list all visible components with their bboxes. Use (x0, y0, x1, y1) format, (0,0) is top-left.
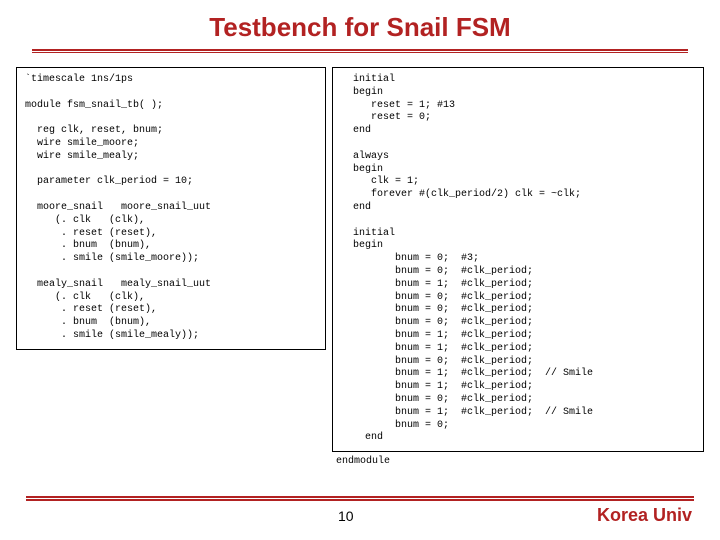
right-column: initial begin reset = 1; #13 reset = 0; … (332, 67, 704, 467)
footer-divider (26, 496, 694, 501)
page-number: 10 (28, 508, 354, 524)
endmodule-label: endmodule (332, 452, 704, 467)
divider-bottom (32, 52, 688, 53)
footer-divider-bottom (26, 499, 694, 501)
brand-label: Korea Univ (597, 505, 692, 526)
content-area: `timescale 1ns/1ps module fsm_snail_tb( … (0, 59, 720, 467)
title-divider (32, 49, 688, 53)
left-column: `timescale 1ns/1ps module fsm_snail_tb( … (16, 67, 326, 467)
footer-inner: 10 Korea Univ (0, 505, 720, 526)
footer: 10 Korea Univ (0, 496, 720, 526)
divider-top (32, 49, 688, 51)
code-block-left: `timescale 1ns/1ps module fsm_snail_tb( … (16, 67, 326, 350)
footer-divider-top (26, 496, 694, 498)
code-block-right: initial begin reset = 1; #13 reset = 0; … (332, 67, 704, 452)
page-title: Testbench for Snail FSM (0, 0, 720, 49)
